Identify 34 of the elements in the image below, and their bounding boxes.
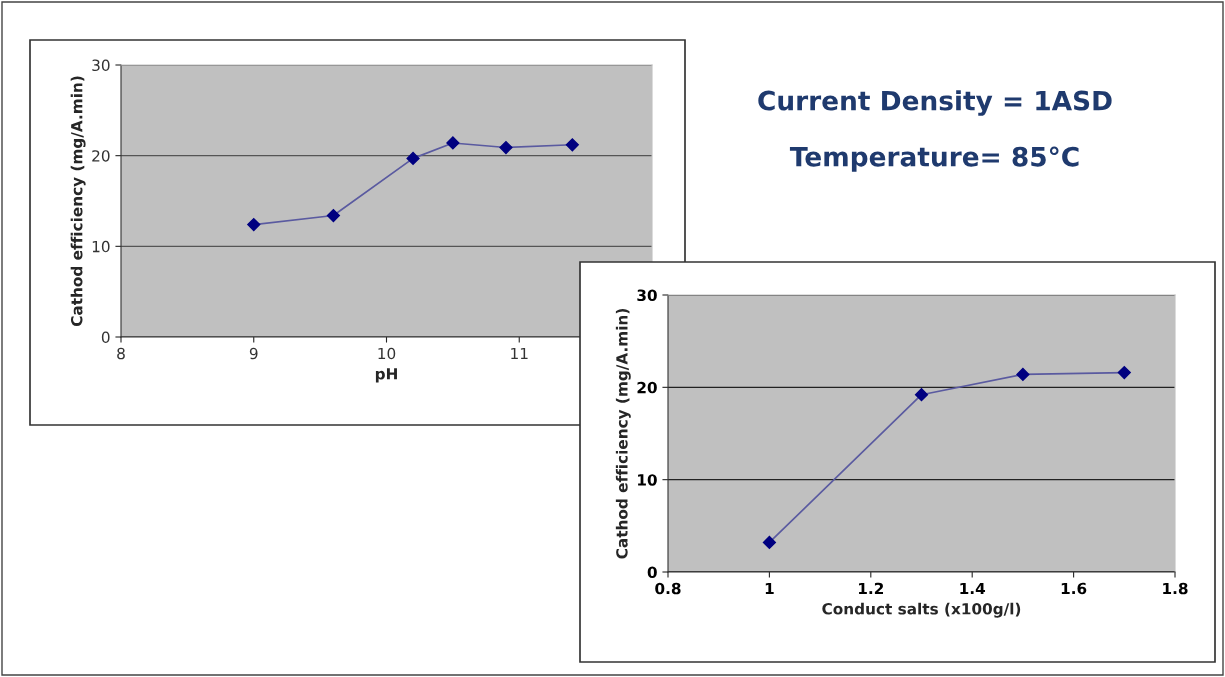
x-tick-label: 1.4 [960,582,986,595]
x-tick-label: 0.8 [655,582,681,595]
point [247,217,261,232]
y-tick-label: 20 [637,381,657,394]
y-tick-label: 10 [638,474,657,486]
x-axis-title: Conduct salts (x100g/l) [822,602,1021,618]
text: Current Density = 1ASD [758,90,1112,116]
text: Temperature= 85°C [789,146,1079,172]
point [762,535,776,550]
y-axis-title: Cathod efficiency (mg/A.min) [615,309,631,559]
y-tick-label: 20 [92,150,110,162]
y-tick-label: 0 [101,331,110,344]
x-tick-label: 8 [117,347,125,360]
y-tick-label: 30 [637,289,657,302]
point [914,388,929,402]
x-tick-label: 10 [378,347,396,360]
point [406,151,420,165]
point [565,138,579,152]
point [1117,365,1131,380]
x-tick-label: 1 [765,582,774,595]
point [446,136,460,150]
point [1016,367,1030,381]
y-tick-label: 0 [647,566,657,579]
y-tick-label: 30 [92,59,110,72]
point [326,208,340,223]
x-axis-title: pH [375,368,397,383]
point [499,140,513,155]
y-tick-label: 10 [92,240,110,253]
x-tick-label: 1.8 [1163,582,1188,595]
y-axis-title: Cathod efficiency (mg/A.min) [70,76,86,327]
x-tick-label: 9 [249,347,258,360]
x-tick-label: 1.2 [858,582,884,595]
x-tick-label: 1.6 [1061,582,1087,595]
x-tick-label: 11 [511,347,528,360]
